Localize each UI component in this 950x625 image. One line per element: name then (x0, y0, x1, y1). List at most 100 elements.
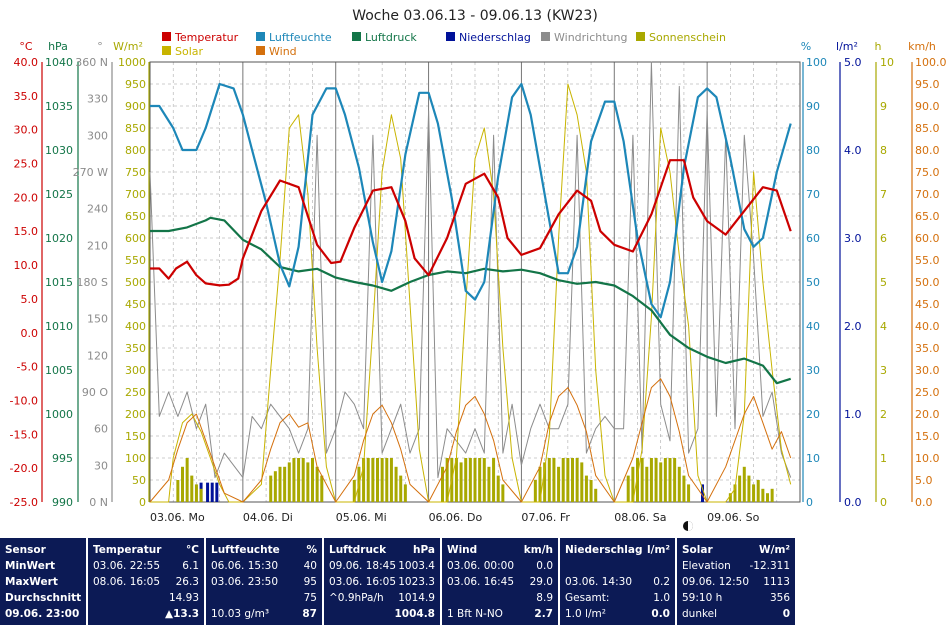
axis-tick-label: -15.0 (10, 428, 38, 441)
axis-tick-label: 2.0 (844, 320, 862, 333)
sunshine-bar (557, 466, 561, 502)
sunshine-bar (501, 484, 505, 502)
legend-swatch (446, 32, 455, 41)
stats-row: 09.06. 18:45 1003.4 (329, 560, 435, 572)
axis-tick-label: 40.0 (14, 56, 39, 69)
series-line-solar (150, 83, 792, 503)
axis-tick-label: 50 (132, 474, 146, 487)
sunshine-bar (454, 458, 458, 502)
axis-tick-label: 0.0 (844, 496, 862, 509)
stats-col-pressure: Luftdruck hPa 09.06. 18:45 1003.4 03.06. 16:… (324, 538, 440, 625)
stats-header: Wind km/h (447, 544, 553, 556)
series-line-wind (149, 378, 792, 503)
axis-tick-label: 90.0 (915, 100, 940, 113)
axis-tick-label: 80 (806, 144, 820, 157)
x-tick-label: 08.06. Sa (614, 511, 666, 524)
axis-tick-label: 4.0 (844, 144, 862, 157)
axes: 40.035.030.025.020.015.010.05.00.0-5.0-1… (10, 56, 947, 509)
sunshine-bar (668, 458, 672, 502)
axis-tick-label: 60 (94, 423, 108, 436)
axis-tick-label: 9 (880, 100, 887, 113)
series-line-luftdruck (150, 216, 792, 385)
sunshine-bar (269, 475, 273, 502)
sunshine-bar (663, 458, 667, 502)
legend-swatch (256, 32, 265, 41)
sunshine-bar (441, 466, 444, 502)
axis-tick-label: 2 (880, 408, 887, 421)
series-line-windrichtung (149, 61, 792, 479)
axis-tick-label: 1015 (45, 276, 73, 289)
stats-row: 8.9 (536, 592, 553, 604)
stats-header: Temperatur °C (93, 544, 199, 556)
axis-tick-label: 60 (806, 232, 820, 245)
sunshine-bar (371, 458, 375, 502)
axis-tick-label: 35.0 (14, 90, 39, 103)
sunshine-bar (752, 484, 756, 502)
legend-swatch (162, 32, 171, 41)
legend-label: Sonnenschein (649, 31, 726, 44)
axis-tick-label: 400 (125, 320, 146, 333)
sunshine-bar (742, 466, 746, 502)
axis-tick-label: 0.0 (915, 496, 933, 509)
axis-tick-label: 1.0 (844, 408, 862, 421)
axis-tick-label: 20.0 (14, 191, 39, 204)
sunshine-bar (473, 458, 477, 502)
axis-tick-label: 120 (87, 349, 108, 362)
x-tick-label: 07.06. Fr (521, 511, 570, 524)
axis-tick-label: -10.0 (10, 394, 38, 407)
weather-chart: Woche 03.06.13 - 09.06.13 (KW23) Tempera… (10, 8, 947, 531)
rain-bar (210, 482, 214, 502)
sunshine-bar (561, 458, 565, 502)
rain-bar (215, 482, 219, 502)
sunshine-bar (487, 466, 491, 502)
axis-tick-label: 50 (806, 276, 820, 289)
sunshine-bar (273, 471, 277, 502)
axis-tick-label: 360 N (75, 56, 108, 69)
stats-row: 03.06. 16:45 29.0 (447, 576, 553, 588)
legend-label: Temperatur (174, 31, 239, 44)
sunshine-bar (682, 475, 686, 502)
axis-tick-label: 1035 (45, 100, 73, 113)
sunshine-bar (580, 462, 584, 502)
sunshine-bar (297, 458, 301, 502)
sunshine-bar (533, 480, 537, 502)
x-axis-labels: 03.06. Mo 04.06. Di 05.06. Mi 06.06. Do 07.0… (150, 511, 760, 524)
axis-tick-label: 900 (125, 100, 146, 113)
axis-tick-label: 70 (806, 188, 820, 201)
sunshine-bar (649, 458, 653, 502)
sunshine-bar (385, 458, 389, 502)
axis-tick-label: 600 (125, 232, 146, 245)
axis-tick-label: 300 (87, 129, 108, 142)
axis-tick-label: 650 (125, 210, 146, 223)
grid (149, 61, 801, 503)
sunshine-bar (636, 458, 639, 502)
stats-row: 03.06. 16:05 1023.3 (329, 576, 435, 588)
stats-row: Elevation -12.311 (682, 560, 790, 572)
axis-tick-label: 500 (125, 276, 146, 289)
axis-tick-label: 1040 (45, 56, 73, 69)
stats-row: 14.93 (168, 592, 199, 604)
axis-tick-label: -5.0 (17, 361, 38, 374)
axis-tick-label: 8 (880, 144, 887, 157)
legend-swatch (256, 46, 265, 55)
sunshine-bar (394, 466, 398, 502)
axis-tick-label: 95.0 (915, 78, 940, 91)
legend-label: Windrichtung (554, 31, 627, 44)
axis-tick-label: 85.0 (915, 122, 940, 135)
axis-tick-label: 700 (125, 188, 146, 201)
axis-tick-label: 5.0 (844, 56, 862, 69)
axis-tick-label: 75.0 (915, 166, 940, 179)
sunshine-bar (575, 458, 579, 502)
x-tick-label: 04.06. Di (243, 511, 293, 524)
axis-tick-label: 3 (880, 364, 887, 377)
stats-row: 10.03 g/m³ 87 (211, 608, 317, 620)
axis-tick-label: 150 (125, 430, 146, 443)
sunshine-bar (766, 493, 769, 502)
sunshine-bar (403, 484, 407, 502)
stats-row: MaxWert (5, 576, 58, 588)
axis-tick-label: 1010 (45, 320, 73, 333)
axis-tick-label: 0 (880, 496, 887, 509)
axis-unit-label: °C (19, 40, 33, 53)
axis-tick-label: 180 S (77, 276, 108, 289)
axis-tick-label: 4 (880, 320, 887, 333)
